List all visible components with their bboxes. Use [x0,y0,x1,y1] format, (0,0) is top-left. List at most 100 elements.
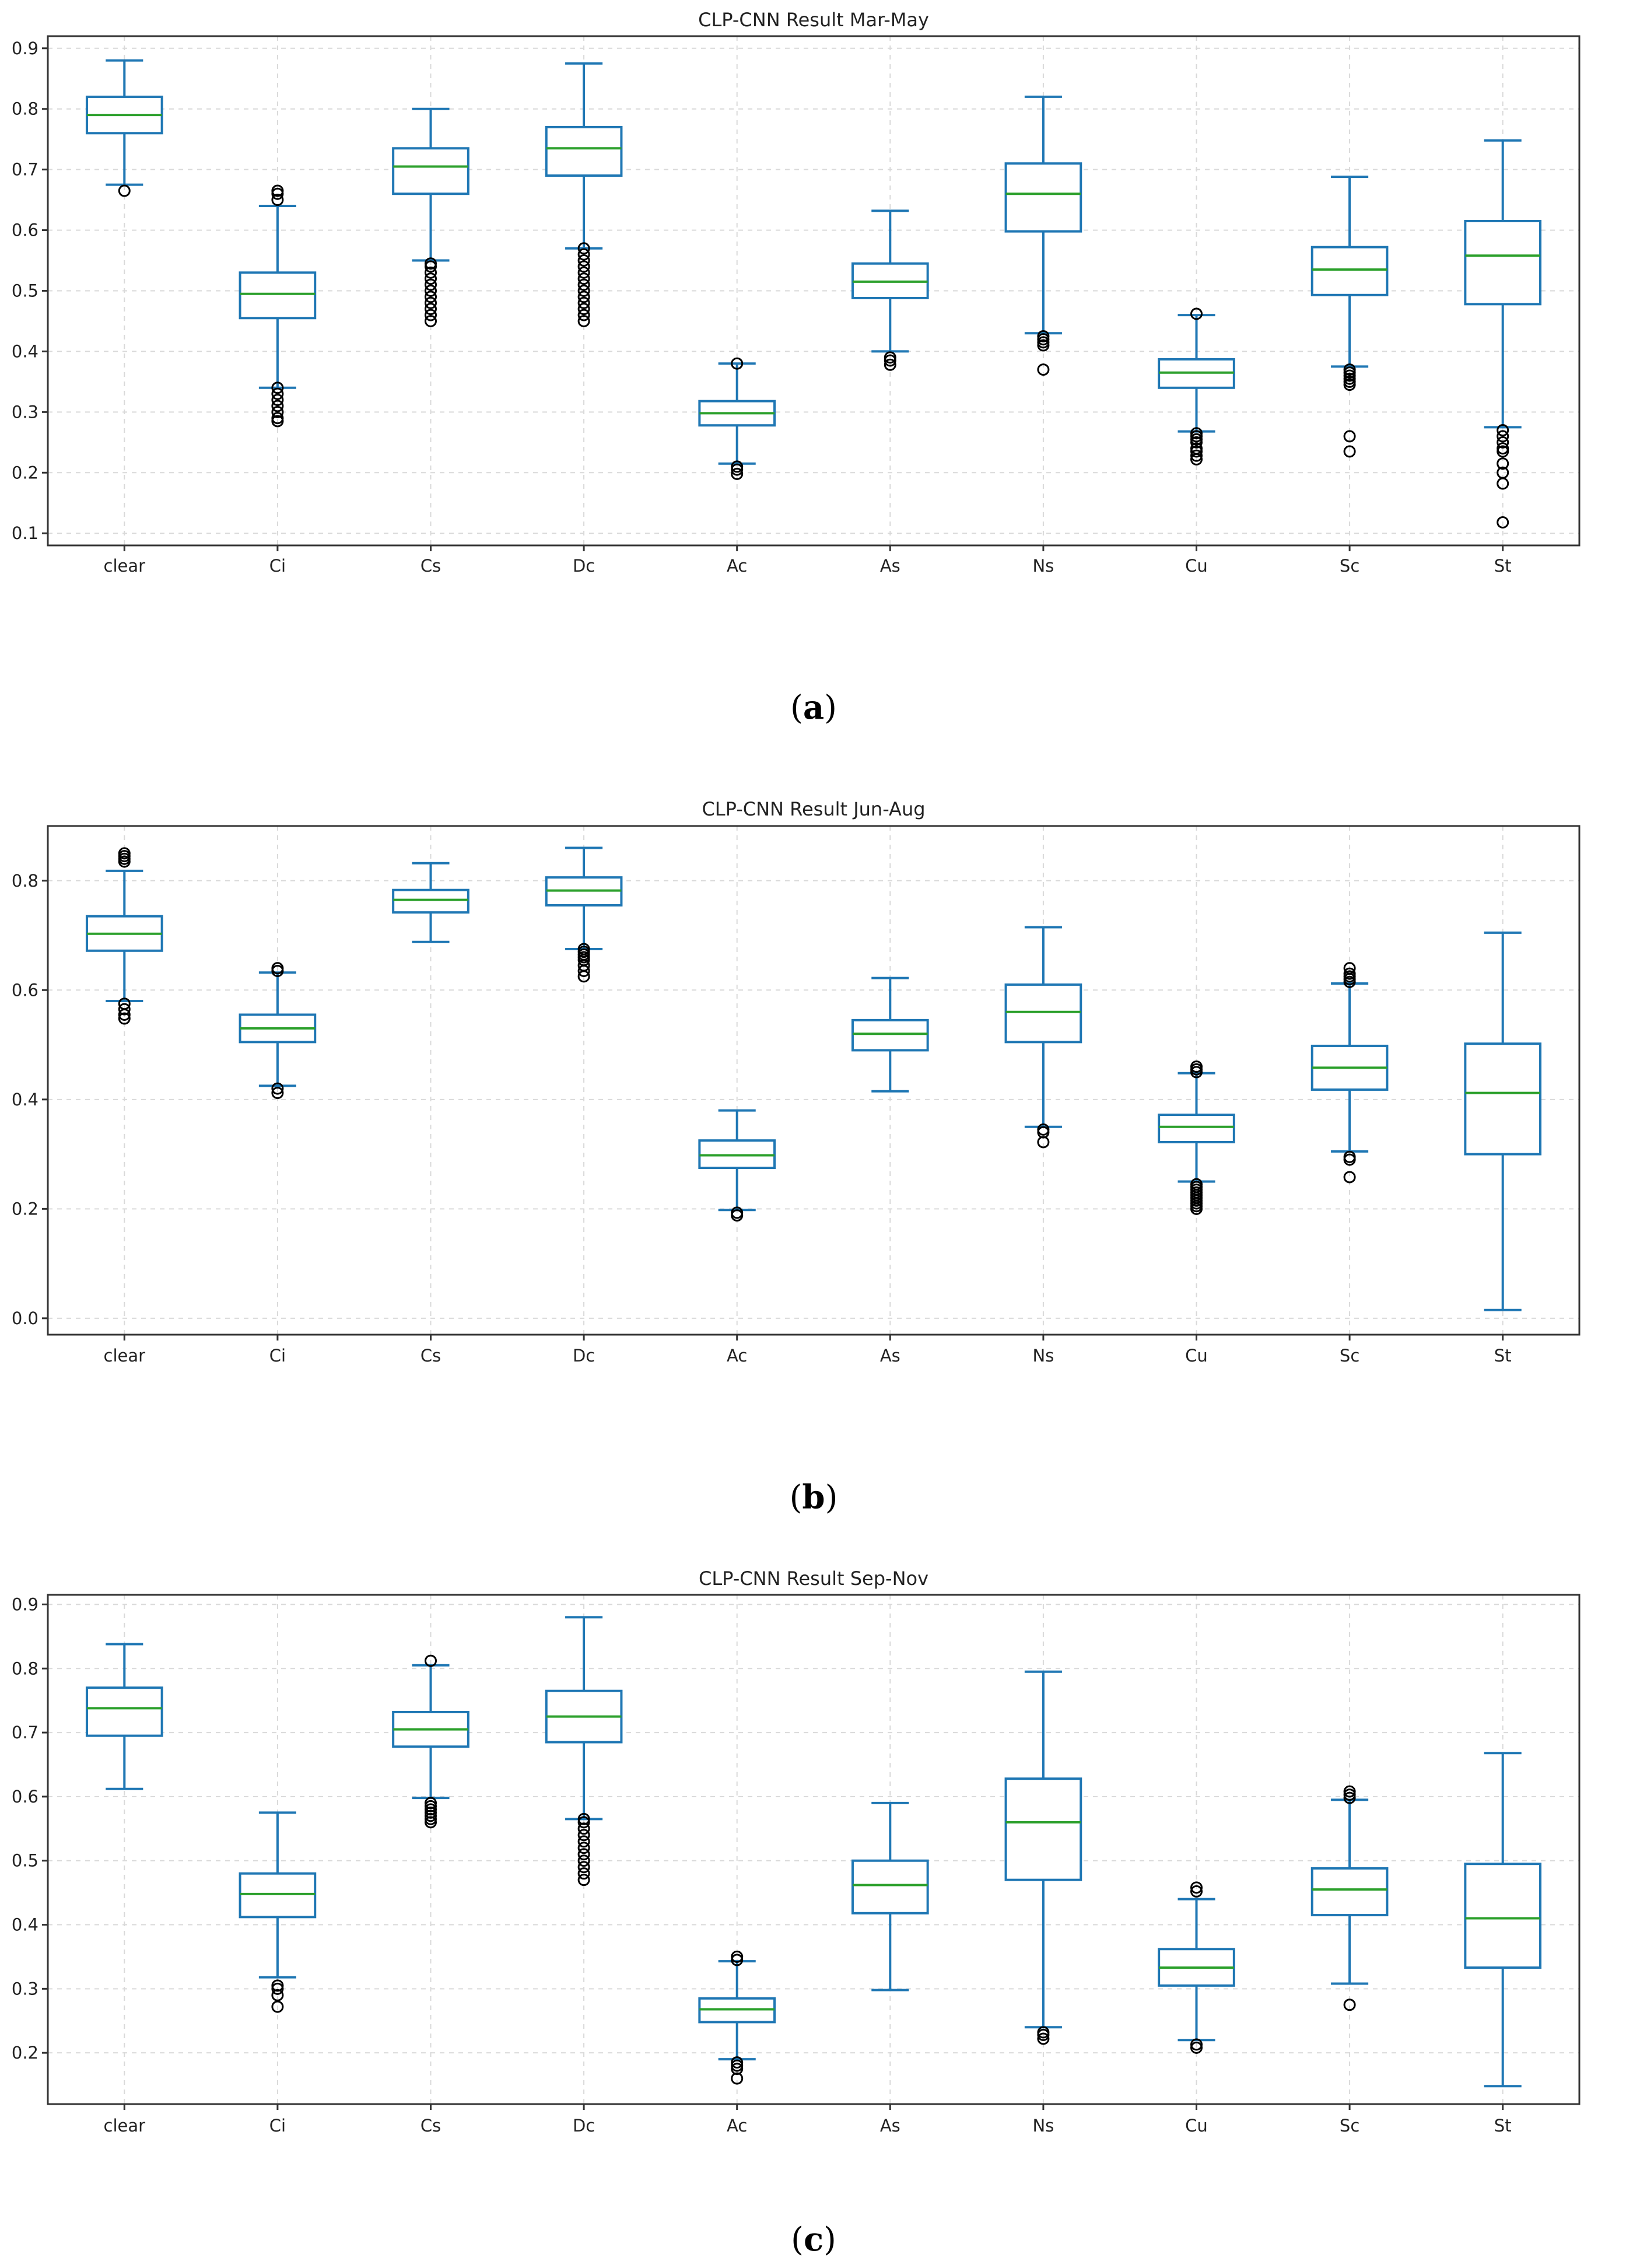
box-Dc [545,62,623,327]
iqr-box [1310,1867,1389,1917]
outlier-point [577,1822,590,1835]
y-tick-label: 0.4 [12,1090,38,1110]
panel-letter: a [803,688,824,727]
boxplot-panel-1: CLP-CNN Result Jun-Aug 0.0 0.2 0.4 0.6 0.8 cle… [12,798,1581,1517]
outlier-point [425,314,437,327]
y-tick-label: 0.3 [12,402,38,422]
outlier-point [1497,436,1509,449]
outlier-point [884,358,896,371]
x-tick-label-clear: clear [104,2116,146,2136]
outlier-point [425,278,437,291]
outlier-point [731,2059,744,2072]
outlier-point [577,296,590,309]
outlier-point [425,285,437,297]
outlier-point [577,272,590,285]
box-As [851,977,929,1093]
boxplot-panel-0: CLP-CNN Result Mar-May 0.1 0.2 0.3 0.4 0.5 0.6… [12,9,1581,727]
x-tick-label-As: As [880,1346,900,1366]
box-Ns [1004,926,1082,1149]
box-clear [85,1643,163,1790]
outlier-point [577,1874,590,1887]
outlier-point [577,266,590,279]
box-Ci [239,962,317,1100]
y-tick-label: 0.2 [12,1199,38,1219]
x-tick-label-Sc: Sc [1340,2116,1359,2136]
outlier-point [577,1829,590,1842]
boxplot-panel-2: CLP-CNN Result Sep-Nov 0.2 0.3 0.4 0.5 0.6 0.7… [12,1567,1581,2259]
iqr-box [1158,1114,1235,1143]
x-tick-label-Cu: Cu [1185,1346,1208,1366]
outlier-point [425,296,437,309]
outlier-point [271,962,284,975]
x-tick-label-Ns: Ns [1032,2116,1054,2136]
outlier-point [425,1812,437,1825]
box-Cs [392,107,469,327]
outlier-point [1497,430,1509,443]
outlier-point [577,254,590,267]
box-As [851,209,929,371]
panel-caption: (c) [791,2220,836,2259]
chart-title: CLP-CNN Result Jun-Aug [702,798,925,820]
box-St [1464,139,1542,529]
x-tick-label-clear: clear [104,1346,146,1366]
outlier-point [1190,1881,1203,1894]
box-Cu [1158,307,1235,466]
box-clear [85,59,163,197]
outlier-point [577,242,590,255]
x-tick-label-As: As [880,556,900,576]
iqr-box [1464,219,1542,306]
x-tick-label-Dc: Dc [573,1346,595,1366]
iqr-box [239,271,317,320]
box-Ci [239,1811,317,2013]
outlier-point [425,1816,437,1829]
box-Sc [1310,176,1389,458]
outlier-point [1497,466,1509,479]
y-tick-label: 0.6 [12,220,38,240]
panel-letter: b [802,1478,825,1517]
x-tick-label-St: St [1494,1346,1512,1366]
y-tick-label: 0.4 [12,1915,38,1935]
box-Cs [392,862,469,943]
outlier-point [1190,2038,1203,2051]
x-tick-label-Cs: Cs [420,2116,441,2136]
outlier-point [577,285,590,297]
x-tick-label-Dc: Dc [573,2116,595,2136]
outlier-point [1190,1060,1203,1073]
box-Ci [239,184,317,428]
x-tick-label-Sc: Sc [1340,1346,1359,1366]
outlier-point [577,1854,590,1867]
box-Ac [698,357,776,480]
outlier-point [118,184,131,197]
iqr-box [1464,1042,1542,1156]
outlier-point [1343,967,1356,980]
outlier-point [1190,307,1203,320]
outlier-point [1190,1178,1203,1191]
x-tick-label-Ac: Ac [727,2116,747,2136]
iqr-box [545,125,623,177]
y-tick-label: 0.7 [12,1723,38,1742]
iqr-box [392,888,469,914]
x-tick-label-Cs: Cs [420,1346,441,1366]
box-Cu [1158,1060,1235,1215]
outlier-point [577,1848,590,1861]
outlier-point [577,1835,590,1848]
iqr-box [1004,1777,1082,1881]
box-As [851,1801,929,1992]
outlier-point [271,405,284,418]
outlier-point [271,387,284,400]
outlier-point [731,2056,744,2069]
outlier-point [1190,442,1203,455]
outlier-point [425,1654,437,1667]
box-Sc [1310,1785,1389,2011]
outlier-point [425,266,437,279]
iqr-box [851,1859,929,1915]
x-tick-label-St: St [1494,2116,1512,2136]
outlier-point [425,1803,437,1816]
y-tick-label: 0.1 [12,523,38,543]
outlier-point [1343,1785,1356,1798]
outlier-point [577,1816,590,1829]
box-St [1464,931,1542,1311]
outlier-point [577,314,590,327]
outlier-point [1343,1150,1356,1163]
x-tick-label-Ac: Ac [727,556,747,576]
